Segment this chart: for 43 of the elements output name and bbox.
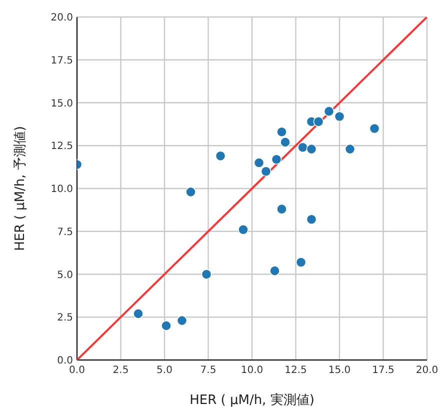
x-tick-label: 10.0 xyxy=(240,365,264,376)
y-tick-label: 7.5 xyxy=(57,226,73,238)
y-tick-label: 15.0 xyxy=(50,98,73,110)
x-tick-label: 12.5 xyxy=(284,365,307,376)
point xyxy=(306,214,317,225)
x-tick-label: 7.5 xyxy=(200,365,216,376)
y-tick-label: 5.0 xyxy=(57,270,73,281)
point xyxy=(270,266,280,276)
x-tick-label: 17.5 xyxy=(372,365,394,376)
point xyxy=(238,224,248,235)
x-tick-label: 5.0 xyxy=(156,365,172,376)
point xyxy=(296,257,306,268)
x-tick-label: 2.5 xyxy=(112,365,129,376)
point xyxy=(298,142,308,153)
y-tick-label: 10.0 xyxy=(50,184,73,195)
point xyxy=(313,116,324,127)
point xyxy=(260,166,272,177)
point xyxy=(334,111,345,122)
point xyxy=(344,144,356,154)
point xyxy=(133,308,144,319)
point xyxy=(276,204,287,214)
y-tick-label: 17.5 xyxy=(50,55,73,66)
point xyxy=(276,126,287,138)
point xyxy=(369,123,380,134)
x-tick-label: 0.0 xyxy=(69,365,85,376)
point xyxy=(271,154,282,165)
point xyxy=(280,136,290,148)
point xyxy=(324,106,334,117)
point xyxy=(186,186,196,198)
y-tick-label: 20.0 xyxy=(50,12,73,24)
point xyxy=(201,269,212,280)
x-axis-title: HER ( μM/h, 実測値) xyxy=(190,392,314,407)
y-tick-label: 12.5 xyxy=(50,141,73,152)
x-tick-label: 15.0 xyxy=(328,365,351,376)
y-tick-label: 0.0 xyxy=(57,356,73,366)
y-tick-label: 2.5 xyxy=(57,312,73,324)
y-axis-title: HER ( μM/h, 予測値) xyxy=(13,126,28,251)
point xyxy=(161,320,172,331)
point xyxy=(254,158,264,168)
point xyxy=(176,315,188,326)
x-tick-label: 20.0 xyxy=(416,365,438,376)
point xyxy=(215,150,226,162)
point xyxy=(306,144,317,154)
